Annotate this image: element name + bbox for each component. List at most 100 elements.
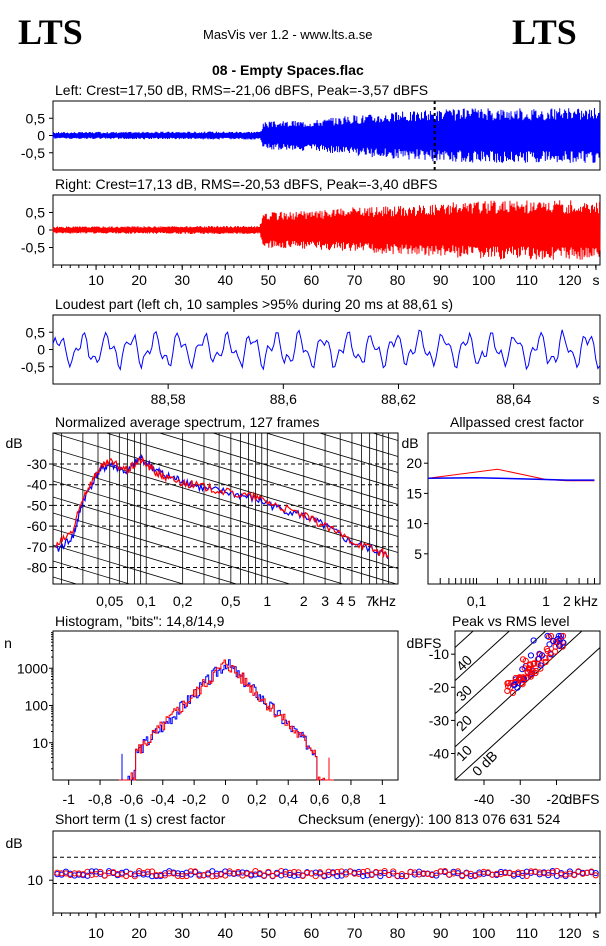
short-crest-point-right — [192, 868, 199, 875]
spectrum-frame — [52, 432, 399, 585]
short-crest-xtick-label: 80 — [390, 925, 406, 941]
short-crest-point-left — [523, 868, 530, 875]
short-crest-xtick-label: 40 — [217, 925, 233, 941]
spectrum-slope-line — [371, 433, 398, 441]
peak-rms-point — [522, 657, 529, 665]
short-crest-xtick-label: 60 — [304, 925, 320, 941]
peak-rms-point — [543, 645, 550, 653]
short-crest-point-left — [566, 868, 573, 875]
short-crest-point-left — [377, 872, 384, 880]
right-wave-xtick-label: 30 — [174, 272, 190, 288]
short-crest-point-right — [97, 868, 104, 876]
spectrum-slope-line — [318, 433, 398, 457]
spectrum-slope-line — [53, 480, 398, 584]
short-crest-point-right — [515, 869, 522, 876]
right-wave-signal — [52, 200, 601, 260]
short-crest-xtick-label: 100 — [472, 925, 496, 941]
short-crest-point-left — [480, 870, 487, 877]
peak-rms-point — [521, 665, 528, 672]
right-wave-xtick-label: 60 — [304, 272, 320, 288]
short-crest-point-right — [372, 868, 380, 876]
right-wave-xtick-label: 40 — [217, 272, 233, 288]
short-crest-point-right — [381, 867, 388, 875]
peak-rms-title: Peak vs RMS level — [452, 613, 570, 629]
short-crest-point-right — [571, 871, 578, 879]
peak-rms-point — [556, 642, 563, 649]
short-crest-point-left — [239, 869, 246, 876]
allpassed-xtick-label: 0,1 — [467, 593, 487, 609]
allpassed-ytick-label: 15 — [406, 485, 422, 501]
peak-rms-point — [504, 680, 511, 687]
histogram-series-right — [118, 659, 334, 781]
short-crest-point-right — [532, 868, 539, 875]
file-title: 08 - Empty Spaces.flac — [212, 62, 364, 78]
short-crest-point-right — [338, 868, 345, 875]
short-crest-point-left — [364, 872, 371, 879]
short-crest-point-left — [148, 873, 156, 880]
short-crest-point-right — [278, 867, 285, 875]
spectrum-xtick-label: 2 — [300, 593, 308, 609]
loudest-ytick-label: 0,5 — [26, 324, 46, 340]
short-crest-point-left — [131, 871, 138, 878]
peak-rms-point — [530, 637, 537, 644]
histogram-ylabel: n — [4, 635, 12, 651]
checksum: Checksum (energy): 100 813 076 631 524 — [298, 811, 561, 827]
histogram-xtick-label: -0,2 — [182, 791, 206, 807]
peak-rms-point — [509, 689, 517, 697]
peak-rms-point — [528, 671, 535, 678]
short-crest-ytick-label: 10 — [27, 872, 43, 888]
allpassed-series-blue — [427, 476, 595, 481]
spectrum-slope-line — [53, 528, 238, 584]
allpassed-xtick-label: kHz — [574, 593, 598, 609]
right-wave-xtick-label: 10 — [88, 272, 104, 288]
right-wave-xtick-label: 50 — [261, 272, 277, 288]
left-waveform-title: Left: Crest=17,50 dB, RMS=-21,06 dBFS, P… — [55, 82, 429, 98]
short-crest-point-right — [148, 868, 156, 875]
histogram-xtick-label: -0,8 — [88, 791, 112, 807]
spectrum-slope-line — [53, 273, 398, 377]
right-wave-xtick-label: 110 — [516, 272, 539, 288]
short-crest-point-right — [407, 868, 414, 876]
peak-rms-ylabel: dBFS — [406, 635, 441, 651]
spectrum-slope-line — [53, 464, 398, 569]
short-crest-point-right — [519, 869, 526, 877]
peak-rms-point — [547, 650, 554, 657]
short-crest-xtick-label: 90 — [433, 925, 449, 941]
spectrum-slope-line — [158, 433, 398, 505]
short-crest-point-left — [286, 871, 293, 879]
peak-rms-point — [560, 639, 567, 646]
short-crest-point-right — [523, 872, 530, 879]
peak-rms-point — [550, 637, 557, 645]
short-crest-point-left — [136, 870, 143, 877]
spectrum-ytick-label: -50 — [27, 497, 47, 513]
short-crest-point-left — [467, 872, 474, 880]
peak-rms-diagonal-label: 20 — [453, 712, 475, 734]
spectrum-slope-line — [53, 512, 292, 584]
short-crest-point-left — [312, 869, 319, 876]
short-crest-point-right — [88, 871, 95, 878]
right-wave-ytick-label: 0,5 — [26, 205, 46, 221]
peak-rms-ytick-label: -10 — [429, 646, 449, 662]
spectrum-slope-line — [53, 544, 185, 584]
short-crest-point-left — [282, 868, 289, 875]
short-crest-point-right — [360, 868, 367, 876]
histogram-xtick-label: 0,8 — [341, 791, 361, 807]
short-crest-point-right — [308, 870, 315, 877]
peak-rms-point — [544, 632, 551, 640]
spectrum-slope-line — [53, 305, 398, 409]
right-wave-xtick-label: s — [593, 272, 600, 288]
spectrum-slope-line — [53, 641, 398, 745]
short-crest-point-right — [286, 869, 293, 876]
histogram-xtick-label: 0 — [222, 791, 230, 807]
short-crest-point-right — [364, 867, 371, 875]
short-crest-xtick-label: 20 — [131, 925, 147, 941]
short-crest-point-right — [312, 873, 319, 880]
short-crest-point-right — [342, 871, 349, 878]
short-term-crest-title: Short term (1 s) crest factor — [55, 811, 226, 827]
short-crest-point-right — [420, 870, 427, 877]
short-crest-point-left — [360, 872, 367, 880]
allpassed-frame — [427, 432, 601, 585]
peak-rms-point — [515, 676, 523, 683]
spectrum-xtick-label: 0,5 — [221, 593, 241, 609]
